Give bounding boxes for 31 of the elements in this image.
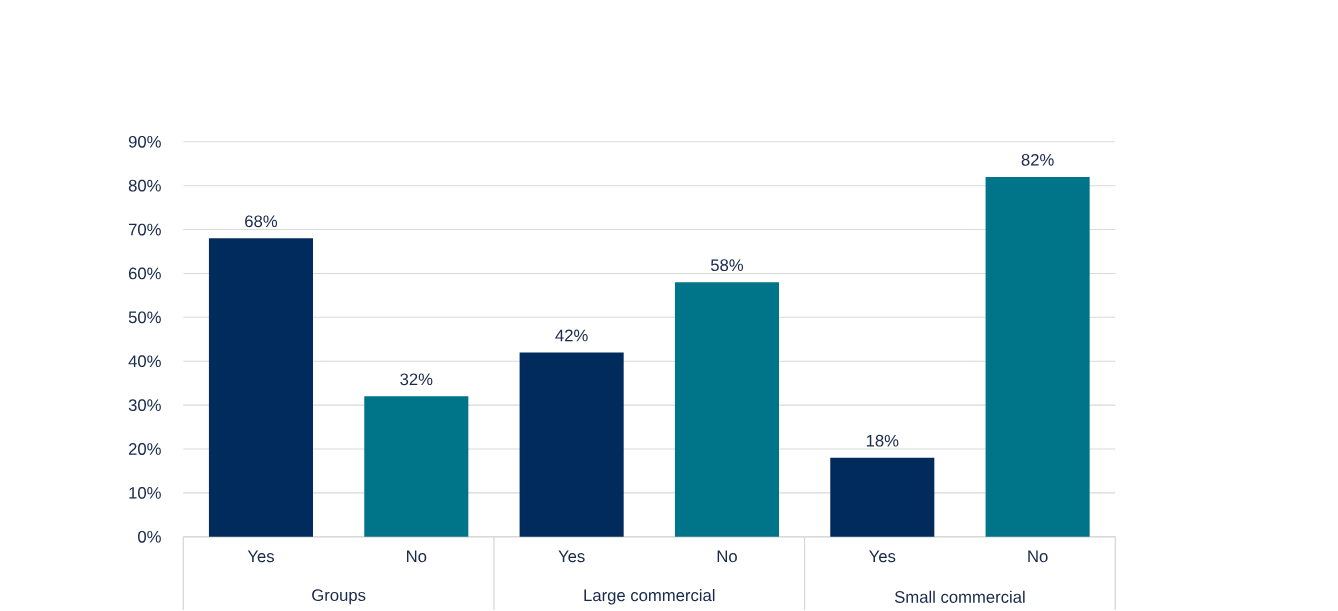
y-tick-label: 60% [128, 267, 161, 280]
data-label: 58% [710, 259, 744, 272]
y-tick-label: 80% [128, 179, 161, 192]
y-tick-label: 70% [128, 223, 161, 236]
x-tick-label: No [1028, 550, 1048, 563]
data-label: 82% [1021, 154, 1054, 166]
text: Small commercial [894, 590, 1025, 603]
y-tick-label: 90% [128, 135, 161, 148]
data-label: 32% [400, 373, 433, 386]
x-tick-label: No [407, 550, 427, 563]
text: Groups [312, 589, 366, 605]
x-tick-label: No [717, 550, 737, 563]
text: Large commercial [584, 589, 715, 605]
bar [519, 352, 624, 537]
y-tick-label: 40% [128, 355, 161, 368]
x-tick-label: Yes [869, 550, 896, 563]
bar [830, 457, 935, 537]
x-tick-label: Yes [558, 550, 585, 563]
x-tick-label: Yes [247, 550, 274, 563]
bar [208, 238, 313, 537]
bar [674, 282, 779, 537]
y-tick-label: 20% [128, 443, 161, 456]
y-tick-label: 50% [128, 311, 161, 324]
data-label: 18% [866, 434, 899, 447]
data-label: 68% [245, 215, 278, 228]
data-label: 42% [555, 329, 588, 342]
y-tick-label: 0% [138, 530, 161, 543]
bar [364, 396, 469, 537]
y-tick-label: 10% [129, 487, 161, 499]
bar [985, 176, 1090, 537]
y-tick-label: 30% [128, 399, 161, 412]
